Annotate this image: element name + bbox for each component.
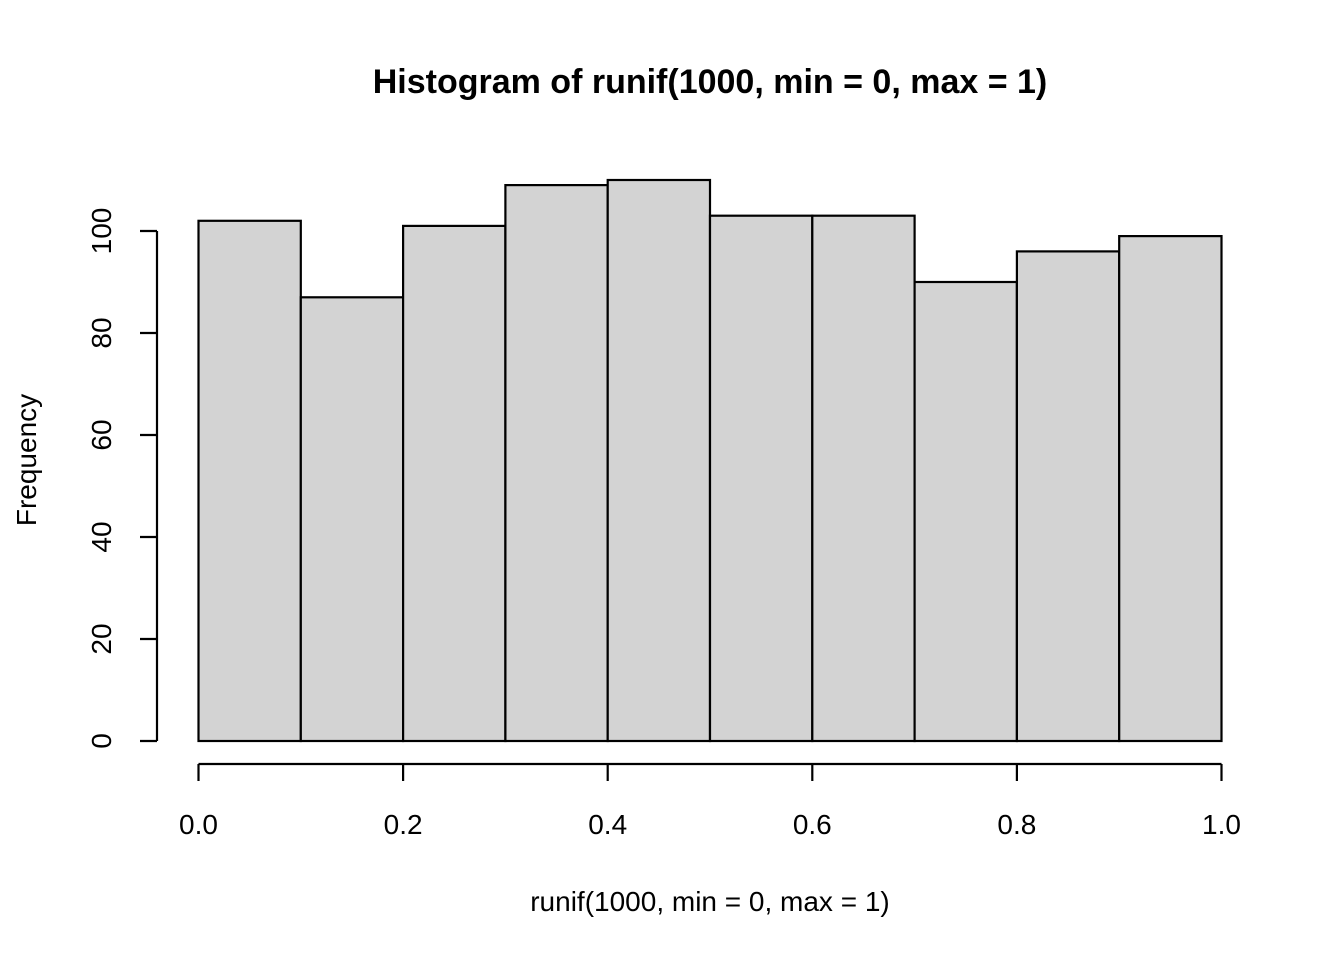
y-tick-label: 80	[86, 317, 117, 348]
y-axis-label: Frequency	[11, 394, 42, 526]
histogram-bar	[299, 296, 405, 743]
histogram-bar	[197, 219, 302, 743]
x-axis-label: runif(1000, min = 0, max = 1)	[530, 886, 890, 917]
histogram-bar	[913, 280, 1018, 743]
histogram-bar	[504, 184, 609, 743]
x-tick-label: 0.6	[793, 809, 832, 840]
y-tick-label: 40	[86, 521, 117, 552]
chart-title: Histogram of runif(1000, min = 0, max = …	[373, 63, 1048, 101]
histogram-bar	[1015, 250, 1121, 743]
histogram-bar	[811, 214, 916, 743]
x-tick-label: 0.0	[179, 809, 218, 840]
y-tick-label: 20	[86, 623, 117, 654]
histogram-bar	[606, 178, 712, 743]
y-tick-label: 100	[86, 208, 117, 255]
x-tick-label: 1.0	[1202, 809, 1241, 840]
bars-group	[197, 178, 1223, 743]
y-tick-label: 60	[86, 419, 117, 450]
histogram-bar	[1118, 235, 1223, 743]
histogram-bar	[708, 214, 814, 743]
y-axis: 0 20 40 60 80 100	[86, 208, 159, 749]
histogram-bar	[402, 224, 507, 743]
x-tick-label: 0.8	[997, 809, 1036, 840]
x-axis: 0.0 0.2 0.4 0.6 0.8 1.0	[179, 762, 1241, 840]
x-tick-label: 0.4	[588, 809, 627, 840]
y-tick-label: 0	[86, 733, 117, 749]
x-tick-label: 0.2	[384, 809, 423, 840]
